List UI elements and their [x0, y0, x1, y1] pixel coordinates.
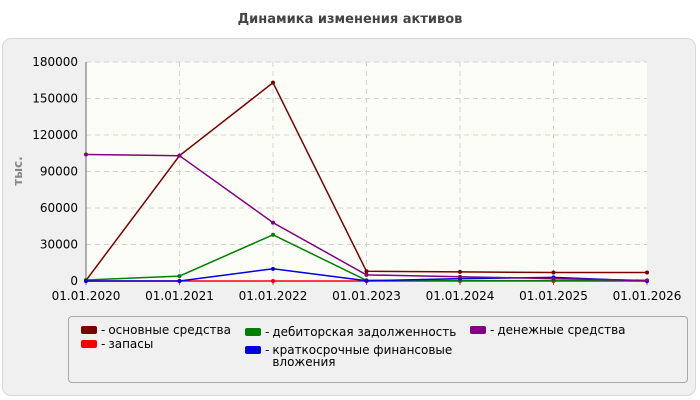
legend-item-short-investments: - краткосрочные финансовые вложения [245, 344, 475, 368]
data-point [271, 232, 275, 237]
data-point [551, 270, 556, 275]
legend-label-cash: денежные средства [497, 323, 626, 337]
legend-label-receivables: дебиторская задолженность [272, 325, 457, 339]
chart-title: Динамика изменения активов [237, 12, 463, 27]
series-layer [84, 80, 649, 283]
data-point [84, 152, 88, 157]
x-tick-label: 01.01.2026 [613, 289, 682, 303]
data-point [551, 276, 556, 281]
data-point [364, 278, 369, 283]
data-point [84, 279, 88, 283]
x-tick-label: 01.01.2023 [332, 289, 401, 303]
legend-swatch-inventory [81, 340, 97, 348]
data-point [645, 278, 649, 283]
y-tick-label: 90000 [40, 165, 78, 179]
y-tick-label: 180000 [32, 55, 78, 69]
x-tick-label: 01.01.2025 [519, 289, 588, 303]
data-point [458, 274, 462, 279]
y-tick-label: 60000 [40, 201, 78, 215]
data-point [271, 80, 275, 85]
x-tick-label: 01.01.2022 [239, 289, 308, 303]
legend-swatch-short-investments [245, 346, 261, 354]
legend-swatch-cash [470, 326, 486, 334]
y-tick-label: 120000 [32, 128, 78, 142]
data-point [645, 270, 649, 275]
data-point [177, 279, 182, 283]
legend-item-receivables: - дебиторская задолженность [245, 326, 456, 338]
legend-item-cash: - денежные средства [470, 324, 626, 336]
data-point [364, 269, 369, 274]
grid-layer [86, 61, 647, 281]
x-tick-label: 01.01.2024 [426, 289, 495, 303]
legend: - основные средства - запасы - дебиторск… [68, 316, 688, 383]
data-point [177, 153, 182, 158]
data-point [271, 279, 275, 283]
legend-label-fixed-assets: основные средства [108, 323, 231, 337]
data-point [177, 274, 182, 279]
x-tick-label: 01.01.2020 [52, 289, 121, 303]
legend-item-fixed-assets: - основные средства [81, 324, 231, 336]
y-axis-label: тыс. [11, 156, 25, 185]
y-tick-label: 30000 [40, 238, 78, 252]
data-point [271, 220, 275, 225]
x-tick-label: 01.01.2021 [145, 289, 214, 303]
y-tick-label: 150000 [32, 92, 78, 106]
data-point [364, 272, 369, 277]
data-point [271, 266, 275, 271]
data-point [458, 269, 462, 274]
legend-swatch-receivables [245, 328, 261, 336]
legend-label-inventory: запасы [108, 337, 154, 351]
legend-swatch-fixed-assets [81, 326, 97, 334]
y-tick-label: 0 [70, 274, 78, 288]
legend-label-short-investments: краткосрочные финансовые вложения [272, 343, 453, 369]
axis-layer: 0 30000 60000 90000 120000 150000 180000 01.01.… [32, 55, 681, 303]
legend-item-inventory: - запасы [81, 338, 153, 350]
